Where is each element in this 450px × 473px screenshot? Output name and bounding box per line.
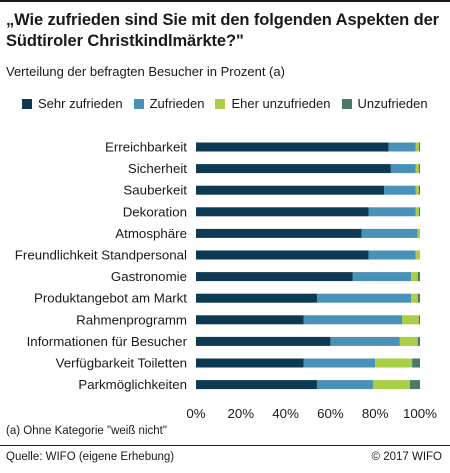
bar-row: Verfügbarkeit Toiletten [56,356,420,371]
bar-segment [196,293,317,303]
category-label: Informationen für Besucher [27,334,188,349]
legend-label-eher-unzufrieden: Eher unzufrieden [231,96,331,111]
bar-segment [372,380,410,390]
x-tick-label: 100% [403,406,437,421]
bar-segment [384,185,416,195]
bar-segment [196,272,353,282]
bar-segment [316,380,373,390]
copyright-note: © 2017 WIFO [371,451,442,463]
bar-segment [375,358,413,368]
legend-item-unzufrieden: Unzufrieden [341,96,428,111]
bar-segment [415,142,419,152]
bar-segment [417,272,420,282]
bar-segment [411,272,418,282]
bar-segment [417,336,420,346]
bar-segment [361,228,418,238]
bar-segment [412,358,420,368]
bar-segment [196,207,369,217]
top-rule [0,0,450,2]
bar-segment [390,164,416,174]
legend-item-sehr-zufrieden: Sehr zufrieden [22,96,123,111]
legend-label-zufrieden: Zufrieden [149,96,205,111]
bar-segment [418,315,420,325]
legend-item-zufrieden: Zufrieden [133,96,205,111]
bar-segment [303,315,403,325]
bar-segment [368,250,416,260]
bar-segment [196,315,304,325]
footnote: (a) Ohne Kategorie "weiß nicht" [6,425,167,437]
x-tick-label: 0% [186,406,205,421]
bar-segment [352,272,412,282]
bar-row: Informationen für Besucher [27,334,420,349]
bar-segment [411,293,418,303]
bar-segment [303,358,376,368]
legend-swatch-zufrieden [133,98,144,109]
bar-row: Dekoration [123,204,420,219]
x-tick-label: 20% [227,406,254,421]
bar-segment [418,164,420,174]
category-label: Rahmenprogramm [76,312,187,327]
bar-segment [196,164,391,174]
bar-row: Parkmöglichkeiten [78,377,420,392]
bar-segment [417,228,420,238]
stacked-bar-chart: Erreichbarkeit Sicherheit Sauberkeit Dekora… [15,140,437,422]
bar-row: Atmosphäre [115,226,420,241]
x-tick-label: 60% [317,406,344,421]
bar-row: Produktangebot am Markt [34,291,420,306]
bar-row: Rahmenprogramm [76,312,420,327]
bar-row: Sauberkeit [123,183,420,198]
category-label: Gastronomie [111,269,187,284]
bar-segment [415,185,419,195]
bar-segment [402,315,419,325]
bar-segment [196,142,389,152]
bar-segment [415,164,419,174]
bar-row: Sicherheit [128,161,420,176]
x-tick-label: 80% [362,406,389,421]
category-label: Parkmöglichkeiten [78,377,187,392]
x-tick-label: 40% [272,406,299,421]
bar-segment [196,250,369,260]
bar-segment [196,380,317,390]
source-note: Quelle: WIFO (eigene Erhebung) [6,451,175,463]
bar-segment [418,142,420,152]
bar-segment [399,336,418,346]
bar-segment [196,185,385,195]
legend-swatch-unzufrieden [341,98,352,109]
category-label: Sicherheit [128,161,187,176]
bottom-rule [0,445,450,446]
chart-title: „Wie zufrieden sind Sie mit den folgende… [6,11,439,50]
bar-segment [368,207,416,217]
bar-segment [415,250,420,260]
legend-swatch-eher-unzufrieden [215,98,226,109]
bar-segment [418,207,420,217]
bar-segment [196,336,331,346]
legend-swatch-sehr-zufrieden [22,98,32,109]
category-label: Erreichbarkeit [105,140,187,155]
category-label: Atmosphäre [115,226,187,241]
bar-segment [196,228,362,238]
category-label: Freundlichkeit Standpersonal [15,248,187,263]
legend-item-eher-unzufrieden: Eher unzufrieden [215,96,331,111]
category-label: Produktangebot am Markt [34,291,187,306]
legend-label-sehr-zufrieden: Sehr zufrieden [38,96,123,111]
bar-row: Gastronomie [111,269,420,284]
category-label: Sauberkeit [123,183,187,198]
category-label: Dekoration [123,204,187,219]
category-label: Verfügbarkeit Toiletten [56,356,187,371]
bar-segment [415,207,419,217]
bar-row: Erreichbarkeit [105,140,420,155]
bar-segment [417,293,420,303]
bar-segment [388,142,416,152]
chart-subtitle: Verteilung der befragten Besucher in Pro… [6,64,285,79]
bar-segment [418,185,420,195]
bar-segment [196,358,304,368]
bar-segment [330,336,400,346]
bar-segment [409,380,420,390]
legend: Sehr zufrieden Zufrieden Eher unzufriede… [22,96,428,111]
legend-label-unzufrieden: Unzufrieden [357,96,428,111]
bar-segment [316,293,412,303]
bar-row: Freundlichkeit Standpersonal [15,248,420,263]
